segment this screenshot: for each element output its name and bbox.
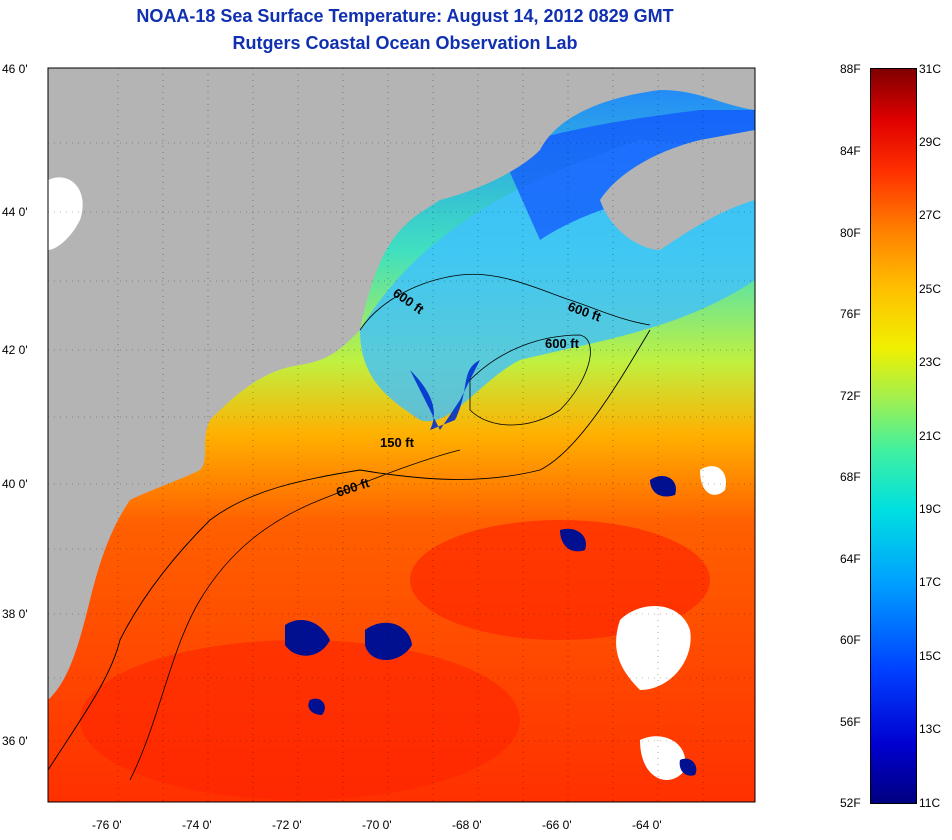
colorbar-f-label: 64F	[840, 552, 861, 566]
colorbar-f-label: 60F	[840, 633, 861, 647]
colorbar-c-label: 19C	[919, 502, 942, 516]
colorbar-f-label: 72F	[840, 389, 861, 403]
colorbar-c-label: 11C	[919, 796, 941, 810]
nova-scotia-land	[600, 130, 755, 250]
lon-label: -72 0'	[272, 818, 302, 832]
lon-label: -74 0'	[182, 818, 212, 832]
colorbar-f-label: 88F	[840, 62, 861, 76]
colorbar-c-label: 29C	[919, 135, 942, 149]
lon-label: -76 0'	[92, 818, 122, 832]
contour-600ft-georges	[469, 334, 591, 426]
land-mass	[48, 68, 755, 700]
lon-label: -68 0'	[452, 818, 482, 832]
lat-label: 46 0'	[2, 62, 28, 76]
colorbar-c-label: 27C	[919, 208, 942, 222]
lon-label: -66 0'	[542, 818, 572, 832]
colorbar-c-label: 31C	[919, 62, 942, 76]
colorbar-f-label: 80F	[840, 226, 861, 240]
lat-label: 44 0'	[2, 205, 28, 219]
cold-patch	[285, 620, 330, 656]
cloud-patch	[48, 177, 83, 250]
colorbar-f-label: 84F	[840, 144, 861, 158]
colorbar-c-label: 23C	[919, 355, 942, 369]
lon-label: -64 0'	[632, 818, 662, 832]
colorbar-f-label: 68F	[840, 470, 861, 484]
colorbar-c-label: 17C	[919, 575, 942, 589]
lat-label: 38 0'	[2, 607, 28, 621]
warm-core	[410, 520, 710, 640]
lat-label: 42 0'	[2, 343, 28, 357]
map-title: NOAA-18 Sea Surface Temperature: August …	[136, 6, 674, 26]
colorbar-c-label: 13C	[919, 722, 942, 736]
temperature-colorbar	[870, 68, 917, 804]
colorbar-c-label: 21C	[919, 429, 942, 443]
contour-label: 600 ft	[545, 336, 580, 351]
colorbar-f-label: 52F	[840, 796, 861, 810]
colorbar-f-label: 56F	[840, 715, 861, 729]
map-frame	[47, 67, 756, 803]
lon-label: -70 0'	[362, 818, 392, 832]
contour-150ft	[129, 449, 461, 781]
colorbar-f-label: 76F	[840, 307, 861, 321]
map-subtitle: Rutgers Coastal Ocean Observation Lab	[232, 33, 578, 53]
colorbar-c-label: 25C	[919, 282, 942, 296]
lat-label: 36 0'	[2, 734, 28, 748]
contour-600ft-shelf	[48, 329, 651, 771]
grid-lines	[48, 68, 755, 802]
lat-label: 40 0'	[2, 477, 28, 491]
contour-label: 150 ft	[380, 435, 415, 450]
contour-600ft-gulf	[359, 273, 651, 331]
colorbar-c-label: 15C	[919, 649, 942, 663]
